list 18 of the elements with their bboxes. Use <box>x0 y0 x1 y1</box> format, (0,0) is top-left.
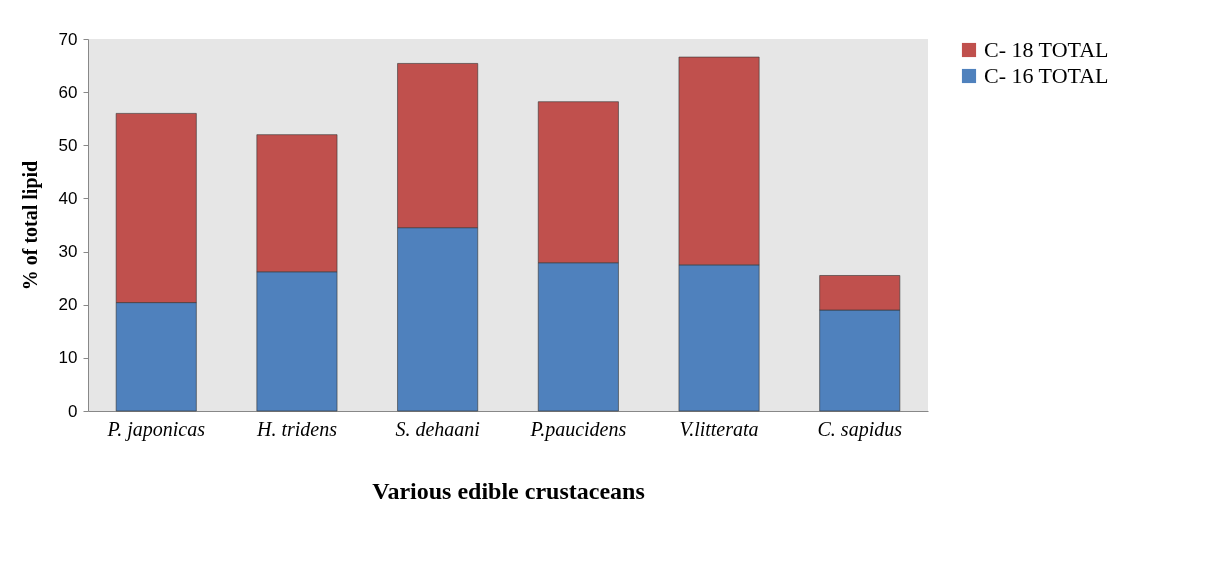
x-tick-label: V.litterata <box>679 417 759 440</box>
y-tick-label: 50 <box>58 135 78 155</box>
legend-label: C- 16 TOTAL <box>984 63 1109 88</box>
y-tick-label: 10 <box>58 348 78 368</box>
y-axis-title: % of total lipid <box>18 160 42 291</box>
y-tick-label: 20 <box>58 295 78 315</box>
y-tick-label: 60 <box>58 82 78 102</box>
legend-label: C- 18 TOTAL <box>984 37 1109 62</box>
x-tick-label: H. tridens <box>255 417 338 440</box>
x-tick-label: P. japonicas <box>106 417 206 441</box>
x-tick-label: C. sapidus <box>817 417 903 441</box>
x-axis-title: Various edible crustaceans <box>372 477 645 504</box>
x-tick-label: P.paucidens <box>529 417 627 441</box>
y-tick-label: 40 <box>58 188 78 208</box>
x-tick-label: S. dehaani <box>395 417 480 440</box>
y-tick-label: 70 <box>58 29 78 49</box>
y-tick-label: 30 <box>58 242 78 262</box>
y-tick-label: 0 <box>68 401 78 421</box>
